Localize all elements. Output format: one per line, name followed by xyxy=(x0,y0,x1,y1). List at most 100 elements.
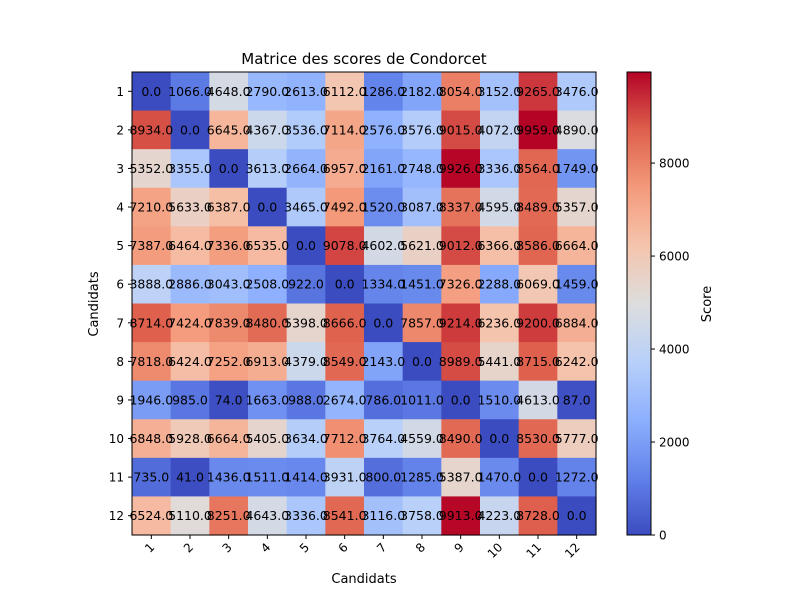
cell-value-label: 3758.0 xyxy=(400,508,444,523)
x-tick-label: 1 xyxy=(142,540,157,555)
plot-frame xyxy=(131,71,597,536)
cell-value-label: 87.0 xyxy=(563,392,591,407)
x-tick-label: 4 xyxy=(258,540,273,555)
heatmap-cell xyxy=(209,72,249,112)
heatmap-cell xyxy=(441,110,481,150)
cell-value-label: 74.0 xyxy=(215,392,243,407)
cell-value-label: 786.0 xyxy=(365,392,401,407)
heatmap-cell xyxy=(209,110,249,150)
heatmap-cell xyxy=(248,110,288,150)
heatmap-cell xyxy=(132,496,172,536)
heatmap-cell xyxy=(441,303,481,343)
heatmap-cell xyxy=(248,226,288,266)
cell-value-label: 3536.0 xyxy=(284,122,328,137)
y-tick-label: 4 xyxy=(116,201,124,215)
cell-value-label: 8541.0 xyxy=(323,508,367,523)
heatmap-cell xyxy=(518,457,558,498)
x-tick-label: 12 xyxy=(562,540,583,561)
heatmap-cell xyxy=(441,342,481,382)
colorbar-tick-label: 8000 xyxy=(659,157,690,171)
cell-value-label: 8489.0 xyxy=(516,200,560,215)
heatmap-cell xyxy=(557,110,597,150)
cell-value-label: 3087.0 xyxy=(400,200,444,215)
heatmap-cell xyxy=(480,110,520,150)
cell-value-label: 1286.0 xyxy=(361,84,405,99)
heatmap-cell xyxy=(480,342,520,382)
cell-value-label: 8564.0 xyxy=(516,161,560,176)
cell-value-label: 2674.0 xyxy=(323,392,367,407)
cell-value-label: 1520.0 xyxy=(361,200,405,215)
heatmap-cell xyxy=(518,496,558,536)
x-tick-label: 10 xyxy=(485,540,506,561)
cell-value-label: 0.0 xyxy=(528,470,548,485)
cell-value-label: 1011.0 xyxy=(400,392,444,407)
x-tick-label: 11 xyxy=(523,540,544,561)
cell-value-label: 1510.0 xyxy=(477,392,521,407)
x-tick-label: 6 xyxy=(335,540,350,555)
cell-value-label: 3116.0 xyxy=(361,508,405,523)
heatmap-cell xyxy=(364,264,404,305)
cell-value-label: 8728.0 xyxy=(516,508,560,523)
cell-value-label: 7210.0 xyxy=(129,200,173,215)
cell-value-label: 5398.0 xyxy=(284,315,328,330)
cell-value-label: 3355.0 xyxy=(168,161,212,176)
heatmap-cell xyxy=(325,264,365,305)
heatmap-cell xyxy=(518,342,558,382)
heatmap-cell xyxy=(209,380,249,420)
heatmap-cell xyxy=(480,72,520,112)
heatmap-cell xyxy=(480,226,520,266)
x-tick-label: 3 xyxy=(219,540,234,555)
heatmap-cell xyxy=(364,342,404,382)
cell-value-label: 2288.0 xyxy=(477,277,521,292)
x-tick-label: 7 xyxy=(374,540,389,555)
cell-value-label: 988.0 xyxy=(288,392,324,407)
cell-value-label: 9015.0 xyxy=(439,122,483,137)
y-tick-label: 11 xyxy=(109,471,124,485)
cell-value-label: 7857.0 xyxy=(400,315,444,330)
cell-value-label: 8490.0 xyxy=(439,431,483,446)
cell-value-label: 4072.0 xyxy=(477,122,521,137)
cell-value-label: 6464.0 xyxy=(168,238,212,253)
heatmap-cell xyxy=(402,187,442,227)
heatmap-cell xyxy=(557,419,597,459)
heatmap-cell xyxy=(170,419,210,459)
heatmap-cell xyxy=(325,457,365,498)
heatmap-cell xyxy=(132,226,172,266)
cell-value-label: 5357.0 xyxy=(555,200,599,215)
heatmap-cell xyxy=(286,496,326,536)
cell-value-label: 922.0 xyxy=(288,277,324,292)
cell-value-label: 3634.0 xyxy=(284,431,328,446)
cell-value-label: 6236.0 xyxy=(477,315,521,330)
heatmap-cell xyxy=(364,187,404,227)
cell-value-label: 3931.0 xyxy=(323,470,367,485)
x-axis-label: Candidats xyxy=(331,572,396,587)
heatmap-cell xyxy=(286,380,326,420)
cell-value-label: 5352.0 xyxy=(129,161,173,176)
cell-value-label: 41.0 xyxy=(176,470,204,485)
colorbar-tick-label: 6000 xyxy=(659,250,690,264)
cell-value-label: 0.0 xyxy=(257,200,277,215)
heatmap-cell xyxy=(170,72,210,112)
heatmap-cell xyxy=(518,149,558,189)
heatmap-cell xyxy=(248,72,288,112)
heatmap-cells xyxy=(132,72,597,536)
cell-value-label: 4643.0 xyxy=(245,508,289,523)
colorbar-tick-label: 4000 xyxy=(659,343,690,357)
cell-value-label: 3764.0 xyxy=(361,431,405,446)
heatmap-cell xyxy=(209,457,249,498)
heatmap-cell xyxy=(209,226,249,266)
heatmap-cell xyxy=(248,149,288,189)
cell-value-label: 2790.0 xyxy=(245,84,289,99)
heatmap-cell xyxy=(325,380,365,420)
heatmap-cell xyxy=(480,187,520,227)
heatmap-cell xyxy=(402,264,442,305)
heatmap-cell xyxy=(557,72,597,112)
heatmap-cell xyxy=(132,380,172,420)
heatmap-cell xyxy=(132,342,172,382)
heatmap-cell xyxy=(364,303,404,343)
heatmap-cell xyxy=(557,457,597,498)
heatmap-cell xyxy=(402,110,442,150)
cell-value-label: 1414.0 xyxy=(284,470,328,485)
cell-value-label: 985.0 xyxy=(172,392,208,407)
heatmap-cell xyxy=(286,187,326,227)
